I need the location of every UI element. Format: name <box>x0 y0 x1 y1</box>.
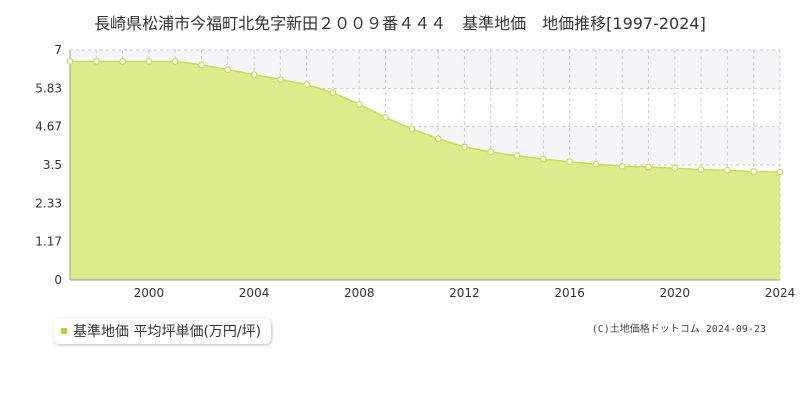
data-point <box>566 158 574 166</box>
x-tick-label: 2016 <box>554 286 585 300</box>
y-tick-label: 3.5 <box>43 158 62 172</box>
data-point <box>66 58 74 65</box>
data-point <box>434 135 442 143</box>
data-point <box>171 58 179 65</box>
data-point <box>697 166 705 174</box>
data-point <box>145 58 153 65</box>
data-point <box>382 113 389 121</box>
data-point <box>487 148 495 156</box>
data-point <box>671 164 679 172</box>
data-point <box>592 160 600 168</box>
data-point <box>355 100 363 108</box>
x-tick-label: 2000 <box>134 286 165 300</box>
axes <box>69 50 780 281</box>
y-tick-label: 0 <box>54 273 62 287</box>
data-point <box>750 168 758 175</box>
data-point <box>408 125 416 133</box>
legend-swatch <box>61 328 67 334</box>
data-point <box>329 89 337 97</box>
x-tick-label: 2012 <box>449 286 480 300</box>
y-tick-label: 1.17 <box>35 235 62 249</box>
legend: 基準地価 平均坪単価(万円/坪) <box>53 318 272 344</box>
y-tick-label: 7 <box>54 43 62 57</box>
credit-text: (C)土地価格ドットコム 2024-09-23 <box>591 324 766 335</box>
x-tick-label: 2024 <box>765 286 796 300</box>
x-tick-label: 2008 <box>344 286 375 300</box>
x-tick-labels: 2000 2004 2008 2012 2016 2020 2024 <box>134 286 796 300</box>
y-tick-labels: 0 1.17 2.33 3.5 4.67 5.83 7 <box>35 43 62 287</box>
data-point <box>776 168 784 176</box>
data-point <box>513 152 521 160</box>
series-area <box>70 61 780 280</box>
legend-label: 基準地価 平均坪単価(万円/坪) <box>73 324 262 340</box>
data-point <box>276 76 284 83</box>
data-point <box>224 66 232 74</box>
series-line <box>70 60 781 173</box>
data-point <box>539 155 547 163</box>
data-points <box>66 58 784 176</box>
data-point <box>645 163 652 171</box>
data-point <box>303 81 311 88</box>
y-tick-label: 5.83 <box>35 81 62 95</box>
data-point <box>250 71 258 79</box>
data-point <box>618 162 626 170</box>
data-point <box>461 143 468 151</box>
x-tick-label: 2004 <box>239 286 270 300</box>
data-point <box>198 61 205 69</box>
chart-title: 長崎県松浦市今福町北免字新田２００９番４４４ 基準地価 地価推移[1997-20… <box>94 14 706 33</box>
x-tick-label: 2020 <box>660 286 691 300</box>
y-tick-label: 2.33 <box>35 196 62 210</box>
data-point <box>724 166 731 174</box>
data-point <box>92 58 100 65</box>
y-tick-label: 4.67 <box>35 120 62 134</box>
data-point <box>119 58 126 65</box>
